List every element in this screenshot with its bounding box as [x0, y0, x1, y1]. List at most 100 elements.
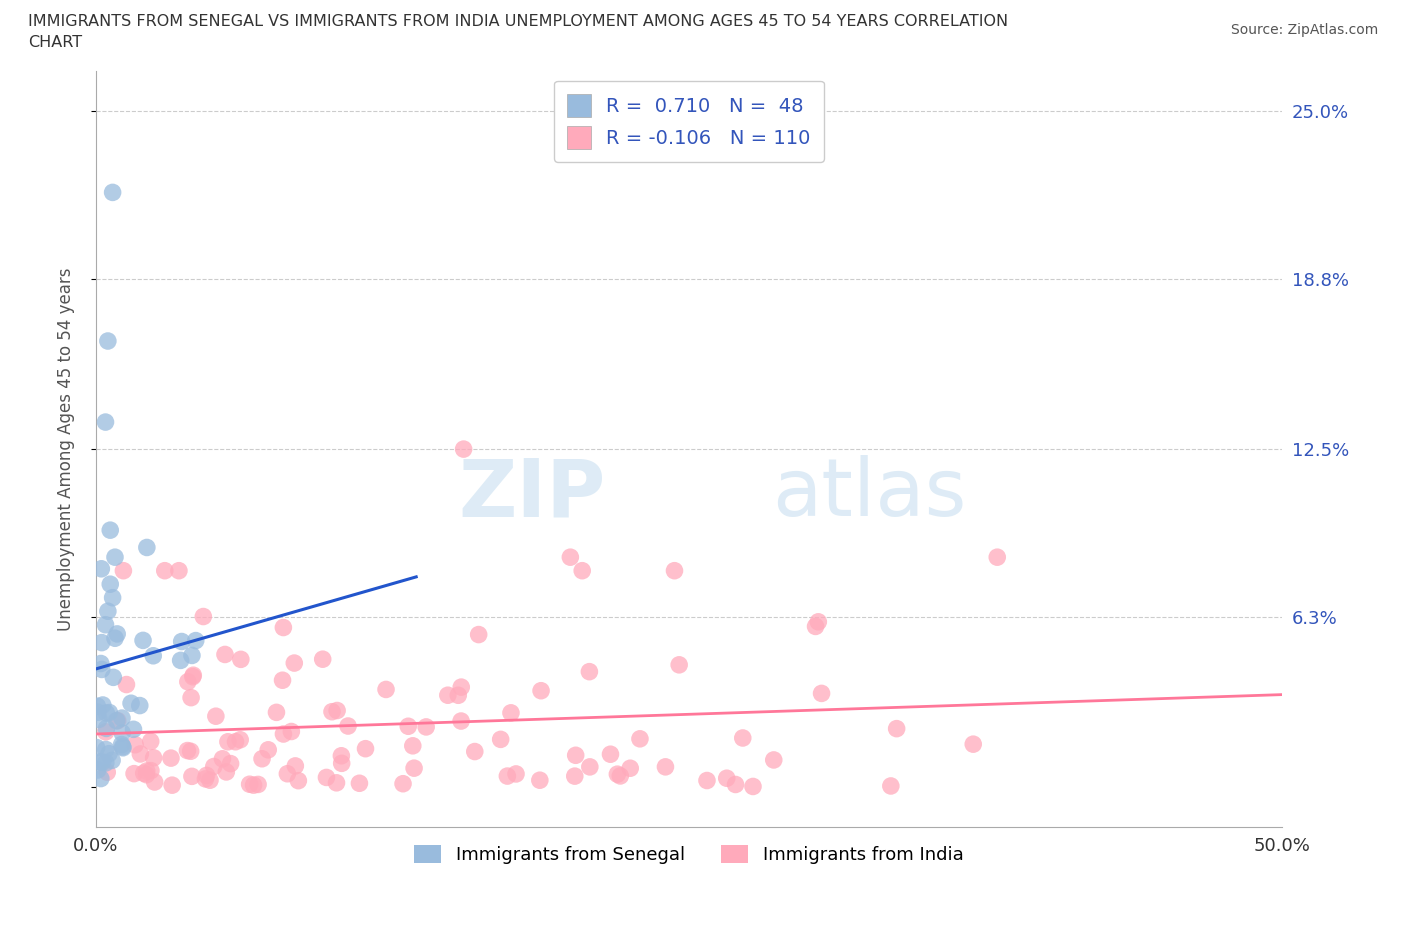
Point	[214, 647, 236, 662]
Point	[86, 740, 108, 755]
Point	[94, 618, 117, 632]
Point	[111, 739, 134, 754]
Point	[564, 769, 586, 784]
Point	[101, 753, 124, 768]
Point	[489, 732, 512, 747]
Point	[193, 609, 215, 624]
Point	[153, 564, 176, 578]
Point	[986, 550, 1008, 565]
Point	[101, 591, 124, 605]
Point	[143, 775, 166, 790]
Point	[87, 712, 110, 727]
Point	[195, 768, 218, 783]
Point	[450, 680, 472, 695]
Point	[716, 771, 738, 786]
Point	[105, 627, 128, 642]
Point	[211, 751, 233, 766]
Point	[96, 764, 118, 779]
Point	[321, 704, 343, 719]
Point	[89, 754, 111, 769]
Point	[742, 779, 765, 794]
Point	[160, 751, 183, 765]
Point	[94, 742, 117, 757]
Point	[122, 766, 145, 781]
Point	[128, 698, 150, 713]
Point	[124, 737, 146, 752]
Point	[101, 185, 124, 200]
Point	[453, 442, 475, 457]
Point	[86, 763, 108, 777]
Point	[724, 777, 747, 792]
Point	[229, 732, 252, 747]
Text: atlas: atlas	[772, 456, 966, 534]
Point	[177, 674, 200, 689]
Point	[229, 652, 252, 667]
Point	[90, 562, 112, 577]
Point	[97, 334, 120, 349]
Point	[217, 735, 239, 750]
Point	[181, 670, 204, 684]
Point	[664, 564, 686, 578]
Point	[170, 634, 193, 649]
Point	[160, 777, 183, 792]
Point	[97, 604, 120, 618]
Point	[807, 615, 830, 630]
Point	[87, 705, 110, 720]
Point	[91, 698, 114, 712]
Point	[98, 577, 121, 591]
Point	[578, 664, 600, 679]
Point	[273, 726, 295, 741]
Point	[273, 620, 295, 635]
Point	[312, 652, 335, 667]
Point	[396, 719, 419, 734]
Point	[330, 756, 353, 771]
Point	[90, 662, 112, 677]
Point	[962, 737, 984, 751]
Point	[107, 713, 129, 728]
Point	[529, 773, 551, 788]
Point	[111, 725, 134, 740]
Point	[804, 619, 827, 634]
Point	[104, 631, 127, 645]
Text: CHART: CHART	[28, 35, 82, 50]
Point	[619, 761, 641, 776]
Point	[86, 698, 108, 713]
Point	[98, 523, 121, 538]
Point	[215, 764, 238, 779]
Point	[628, 731, 651, 746]
Point	[90, 771, 112, 786]
Point	[354, 741, 377, 756]
Point	[132, 633, 155, 648]
Point	[96, 706, 118, 721]
Point	[450, 713, 472, 728]
Point	[91, 755, 114, 770]
Point	[654, 760, 676, 775]
Point	[111, 740, 134, 755]
Point	[169, 653, 191, 668]
Point	[202, 759, 225, 774]
Point	[142, 648, 165, 663]
Point	[239, 777, 262, 791]
Point	[112, 564, 135, 578]
Point	[105, 713, 128, 728]
Point	[180, 690, 202, 705]
Point	[447, 688, 470, 703]
Point	[129, 747, 152, 762]
Point	[135, 767, 157, 782]
Point	[194, 772, 217, 787]
Point	[132, 765, 155, 780]
Point	[668, 658, 690, 672]
Point	[139, 734, 162, 749]
Point	[392, 777, 415, 791]
Point	[337, 719, 360, 734]
Point	[90, 635, 112, 650]
Point	[184, 633, 207, 648]
Point	[167, 564, 190, 578]
Point	[205, 709, 228, 724]
Point	[762, 752, 785, 767]
Legend: Immigrants from Senegal, Immigrants from India: Immigrants from Senegal, Immigrants from…	[408, 838, 970, 871]
Point	[530, 684, 553, 698]
Point	[135, 764, 157, 778]
Point	[180, 744, 202, 759]
Text: IMMIGRANTS FROM SENEGAL VS IMMIGRANTS FROM INDIA UNEMPLOYMENT AMONG AGES 45 TO 5: IMMIGRANTS FROM SENEGAL VS IMMIGRANTS FR…	[28, 14, 1008, 29]
